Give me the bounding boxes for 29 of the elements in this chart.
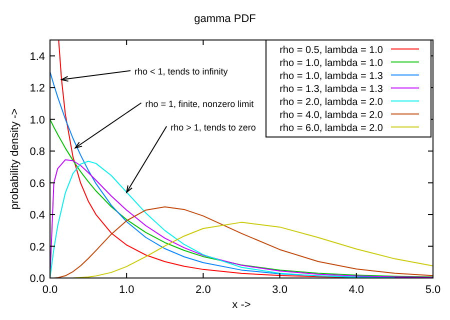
legend-label: rho = 1.3, lambda = 1.3	[280, 84, 384, 95]
annotation: rho = 1, finite, nonzero limit	[145, 98, 254, 109]
y-tick-label: 0.6	[30, 178, 45, 190]
y-tick-label: 1.2	[30, 82, 45, 95]
y-tick-label: 0.4	[30, 210, 45, 222]
annotation: rho < 1, tends to infinity	[134, 66, 228, 77]
y-tick-label: 1.4	[30, 50, 45, 63]
y-tick-label: 0.8	[30, 146, 45, 158]
x-tick-label: 3.0	[272, 284, 288, 296]
x-axis-title: x ->	[232, 299, 251, 311]
legend-label: rho = 6.0, lambda = 2.0	[280, 123, 384, 134]
y-tick-label: 1.0	[30, 114, 45, 126]
x-tick-label: 5.0	[425, 284, 441, 296]
legend-label: rho = 0.5, lambda = 1.0	[280, 45, 384, 56]
line-series	[50, 118, 433, 278]
legend-label: rho = 2.0, lambda = 2.0	[280, 97, 384, 108]
x-tick-label: 0.0	[42, 284, 58, 296]
legend-label: rho = 1.0, lambda = 1.3	[280, 71, 384, 82]
legend-label: rho = 1.0, lambda = 1.0	[280, 58, 384, 69]
annotation: rho > 1, tends to zero	[170, 122, 256, 132]
y-axis-title: probability density ->	[9, 108, 21, 210]
line-series	[72, 222, 433, 278]
x-tick-label: 2.0	[196, 284, 211, 296]
x-tick-label: 1.0	[118, 284, 134, 296]
legend-label: rho = 4.0, lambda = 2.0	[280, 110, 384, 121]
chart-title: gamma PDF	[194, 13, 256, 25]
x-tick-label: 4.0	[348, 284, 364, 296]
y-tick-label: 0.2	[30, 241, 45, 254]
y-tick-label: 0.0	[30, 273, 45, 285]
